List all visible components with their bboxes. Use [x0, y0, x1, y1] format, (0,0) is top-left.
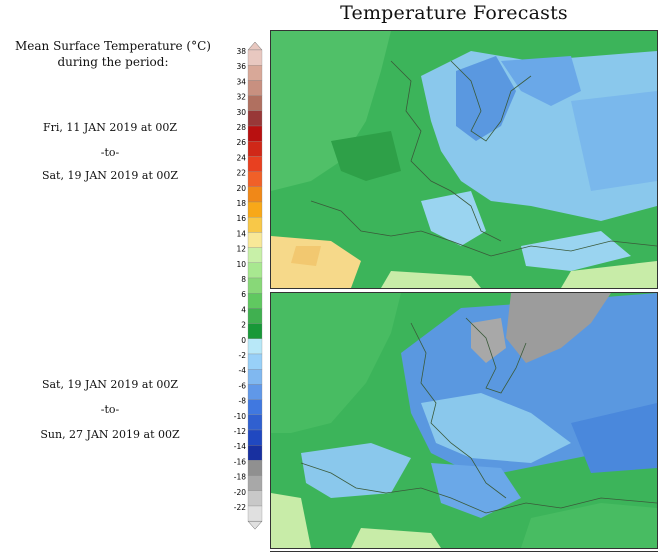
legend-title-line1: Mean Surface Temperature (°C): [15, 39, 211, 53]
scale-label: 32: [236, 93, 246, 102]
forecast-map-1: [270, 30, 658, 289]
scale-label: 14: [236, 229, 246, 238]
page-title: Temperature Forecasts: [340, 2, 568, 24]
scale-swatch: [247, 95, 263, 111]
scale-swatch: [247, 475, 263, 491]
scale-label: -2: [239, 351, 247, 360]
scale-label: 12: [236, 245, 246, 254]
scale-label: 0: [241, 336, 246, 345]
scale-label: -14: [234, 442, 246, 451]
scale-swatch: [247, 323, 263, 339]
scale-swatch: [247, 156, 263, 172]
scale-swatch: [247, 125, 263, 142]
scale-swatch: [247, 490, 263, 507]
scale-swatch: [247, 445, 263, 461]
scale-swatch: [247, 201, 263, 218]
scale-label: -8: [239, 397, 247, 406]
scale-bottom-arrow: [247, 520, 263, 530]
scale-label: 34: [236, 77, 246, 86]
scale-label: 20: [236, 184, 246, 193]
scale-swatch: [247, 384, 263, 400]
scale-label: 24: [236, 153, 246, 162]
legend-title: Mean Surface Temperature (°C) during the…: [8, 38, 218, 70]
forecast-map-2: [270, 292, 658, 549]
scale-swatch: [247, 141, 263, 157]
scale-label: 4: [241, 305, 246, 314]
period2-separator: -to-: [100, 403, 120, 416]
scale-label: -10: [234, 412, 246, 421]
scale-label: 28: [236, 123, 246, 132]
scale-swatch: [247, 460, 263, 476]
scale-swatch: [247, 171, 263, 187]
scale-label: -12: [234, 427, 246, 436]
scale-label: 16: [236, 214, 246, 223]
scale-label: -22: [234, 503, 246, 512]
scale-label: 2: [241, 321, 246, 330]
scale-label: 18: [236, 199, 246, 208]
period1-start: Fri, 11 JAN 2019 at 00Z: [43, 121, 177, 134]
scale-label: 22: [236, 169, 246, 178]
scale-swatch: [247, 49, 263, 66]
scale-label: -6: [239, 381, 247, 390]
period2-start: Sat, 19 JAN 2019 at 00Z: [41, 378, 179, 391]
scale-label: 38: [236, 47, 246, 56]
scale-label: 30: [236, 108, 246, 117]
scale-swatch: [247, 277, 263, 294]
scale-swatch: [247, 369, 263, 385]
scale-label: -4: [239, 366, 247, 375]
legend-title-line2: during the period:: [57, 55, 169, 69]
scale-label: 10: [236, 260, 246, 269]
scale-swatch: [247, 110, 263, 127]
period2-end: Sun, 27 JAN 2019 at 00Z: [40, 428, 180, 441]
scale-swatch: [247, 186, 263, 203]
scale-label: -20: [234, 488, 246, 497]
scale-label: 36: [236, 62, 246, 71]
period1-separator: -to-: [100, 146, 120, 159]
scale-swatch: [247, 293, 263, 309]
scale-label: -16: [234, 457, 246, 466]
next-map-edge: [270, 551, 658, 557]
scale-swatch: [247, 247, 263, 263]
scale-swatch: [247, 399, 263, 415]
scale-swatch: [247, 429, 263, 446]
scale-top-arrow: [247, 41, 263, 51]
period1-end: Sat, 19 JAN 2019 at 00Z: [41, 169, 179, 182]
scale-swatch: [247, 505, 263, 522]
scale-label: -18: [234, 473, 246, 482]
scale-swatch: [247, 80, 263, 96]
scale-swatch: [247, 232, 263, 248]
scale-label: 8: [241, 275, 246, 284]
scale-label: 26: [236, 138, 246, 147]
scale-swatch: [247, 65, 263, 81]
scale-swatch: [247, 414, 263, 431]
scale-swatch: [247, 353, 263, 370]
scale-swatch: [247, 217, 263, 233]
scale-swatch: [247, 338, 263, 355]
scale-label: 6: [241, 290, 246, 299]
scale-swatch: [247, 262, 263, 279]
color-scale: 38363432302826242220181614121086420-2-4-…: [234, 41, 263, 530]
scale-swatch: [247, 308, 263, 324]
